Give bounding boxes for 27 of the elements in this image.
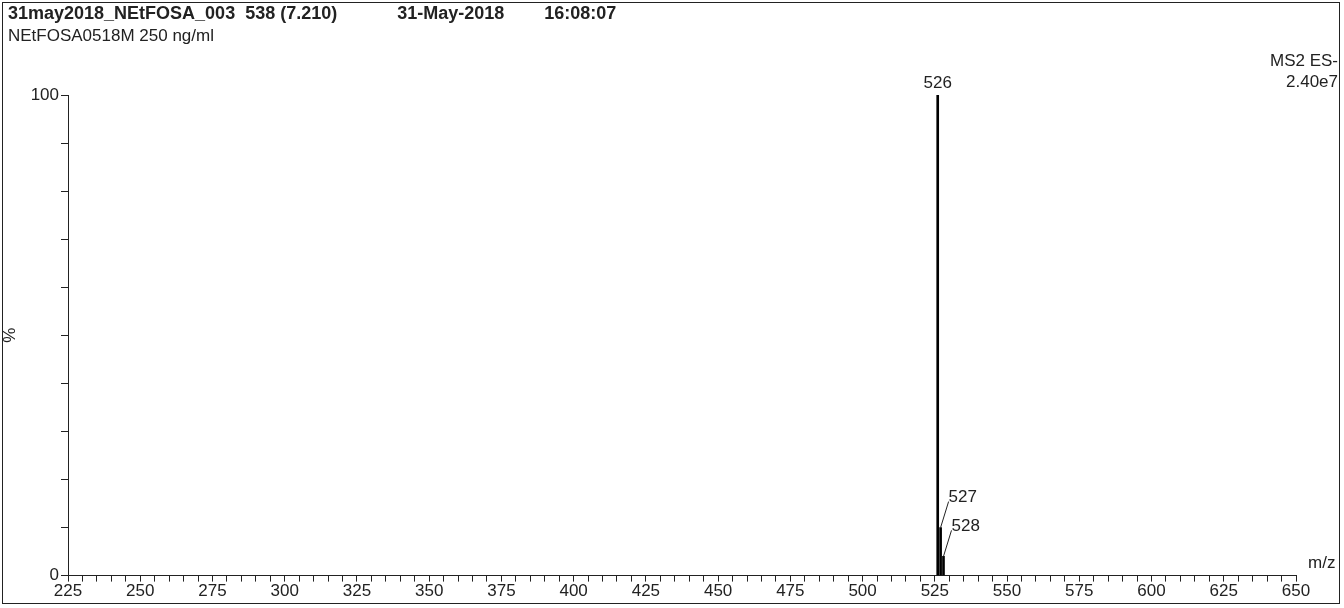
x-tick-label: 550 [992, 581, 1022, 601]
text: MS2 ES- [1269, 50, 1338, 71]
chart-title: 31may2018_NEtFOSA_003 538 (7.210) 31-May-2018 16:08:07 [8, 3, 617, 24]
x-tick-label: 275 [198, 581, 227, 601]
x-tick-label: 625 [1209, 581, 1238, 601]
x-tick-label: 600 [1137, 581, 1166, 601]
annotation: 527 [948, 486, 977, 506]
x-tick-label: 500 [848, 581, 877, 601]
y-tick-label: 100 [30, 84, 59, 104]
x-tick-label: 350 [414, 581, 444, 601]
x-tick-label: 425 [631, 581, 661, 601]
x-tick-label: 375 [487, 581, 516, 601]
annotation: 528 [951, 515, 980, 535]
x-tick-label: 525 [920, 581, 950, 601]
x-tick-label: 650 [1281, 581, 1311, 601]
y-axis-title: % [0, 327, 19, 343]
x-tick-label: 450 [703, 581, 733, 601]
x-axis-title: m/z [1308, 552, 1336, 572]
x-tick-label: 575 [1065, 581, 1094, 601]
annotation: 526 [923, 73, 952, 93]
text: 2.40e7 [1285, 71, 1338, 92]
x-tick-label: 325 [342, 581, 372, 601]
x-tick-label: 475 [776, 581, 805, 601]
x-tick-label: 300 [270, 581, 299, 601]
chart-subtitle: NEtFOSA0518M 250 ng/ml [8, 26, 214, 46]
x-tick-label: 400 [559, 581, 588, 601]
x-tick-label: 250 [126, 581, 155, 601]
